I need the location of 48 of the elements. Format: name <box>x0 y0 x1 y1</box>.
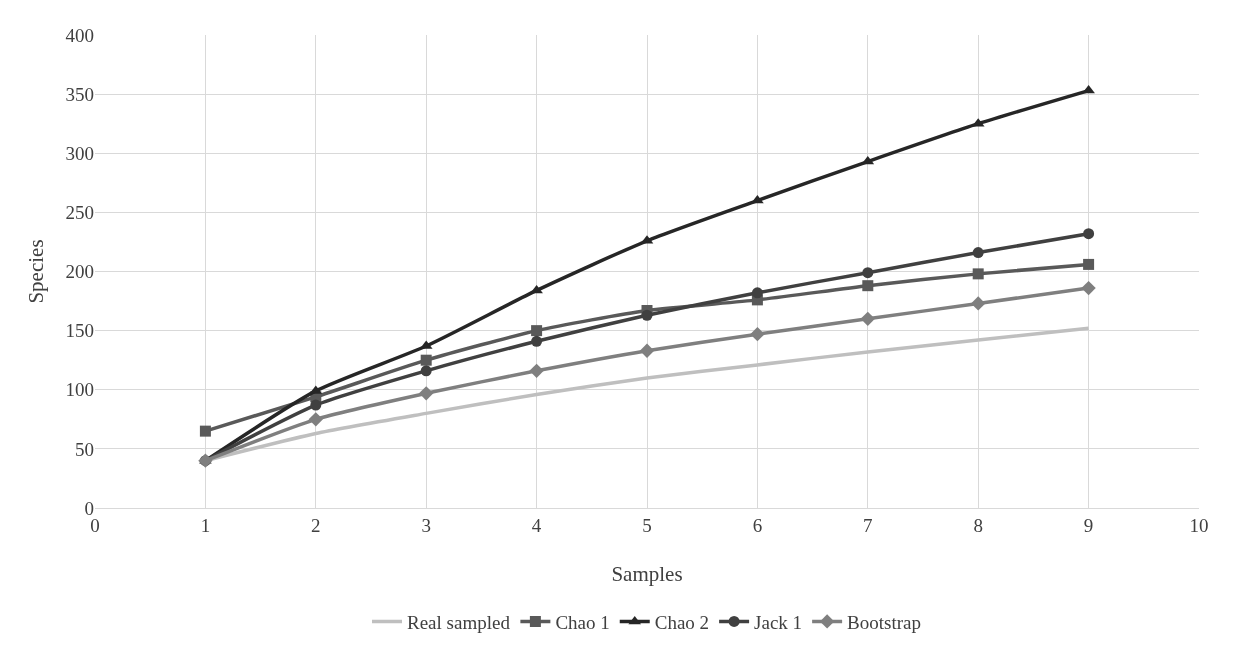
point <box>420 365 432 377</box>
point <box>529 363 544 378</box>
point <box>641 309 653 321</box>
x-tick-label: 2 <box>311 514 321 536</box>
point <box>972 247 984 259</box>
legend-label: Bootstrap <box>847 611 922 633</box>
point <box>420 354 432 366</box>
x-tick-label: 4 <box>531 514 542 536</box>
point <box>972 268 984 280</box>
y-axis-title: Species <box>24 239 48 304</box>
point <box>862 267 874 279</box>
x-tick-label: 5 <box>642 514 652 536</box>
y-tick-label: 0 <box>84 497 94 519</box>
point <box>308 412 323 427</box>
y-tick-label: 350 <box>65 83 94 105</box>
point <box>1083 258 1095 270</box>
point <box>199 425 211 437</box>
x-tick-label: 8 <box>973 514 983 536</box>
x-tick-label: 1 <box>200 514 211 536</box>
point <box>862 280 874 292</box>
legend-label: Chao 2 <box>654 611 710 633</box>
x-tick-label: 7 <box>863 514 873 536</box>
y-tick-label: 50 <box>75 438 94 460</box>
point <box>419 386 434 401</box>
point <box>751 287 763 299</box>
point <box>860 311 875 326</box>
x-tick-label: 3 <box>421 514 431 536</box>
x-tick-label: 9 <box>1083 514 1094 536</box>
legend-label: Real sampled <box>407 611 511 633</box>
y-tick-label: 150 <box>65 320 94 342</box>
x-tick-label: 6 <box>752 514 763 536</box>
point <box>531 335 543 347</box>
point <box>531 325 543 337</box>
x-axis-title: Samples <box>611 562 683 586</box>
point <box>639 343 655 358</box>
point <box>1081 280 1096 296</box>
legend-label: Chao 1 <box>555 611 610 633</box>
x-tick-label: 10 <box>1189 514 1209 536</box>
y-tick-label: 300 <box>65 142 94 164</box>
y-tick-label: 250 <box>65 202 94 224</box>
legend-label: Jack 1 <box>754 611 803 633</box>
point <box>971 296 986 311</box>
y-tick-label: 200 <box>65 261 94 283</box>
y-tick-label: 400 <box>65 24 94 46</box>
point <box>750 327 765 342</box>
y-tick-label: 100 <box>65 379 94 401</box>
point <box>310 399 322 411</box>
point <box>1083 228 1095 240</box>
